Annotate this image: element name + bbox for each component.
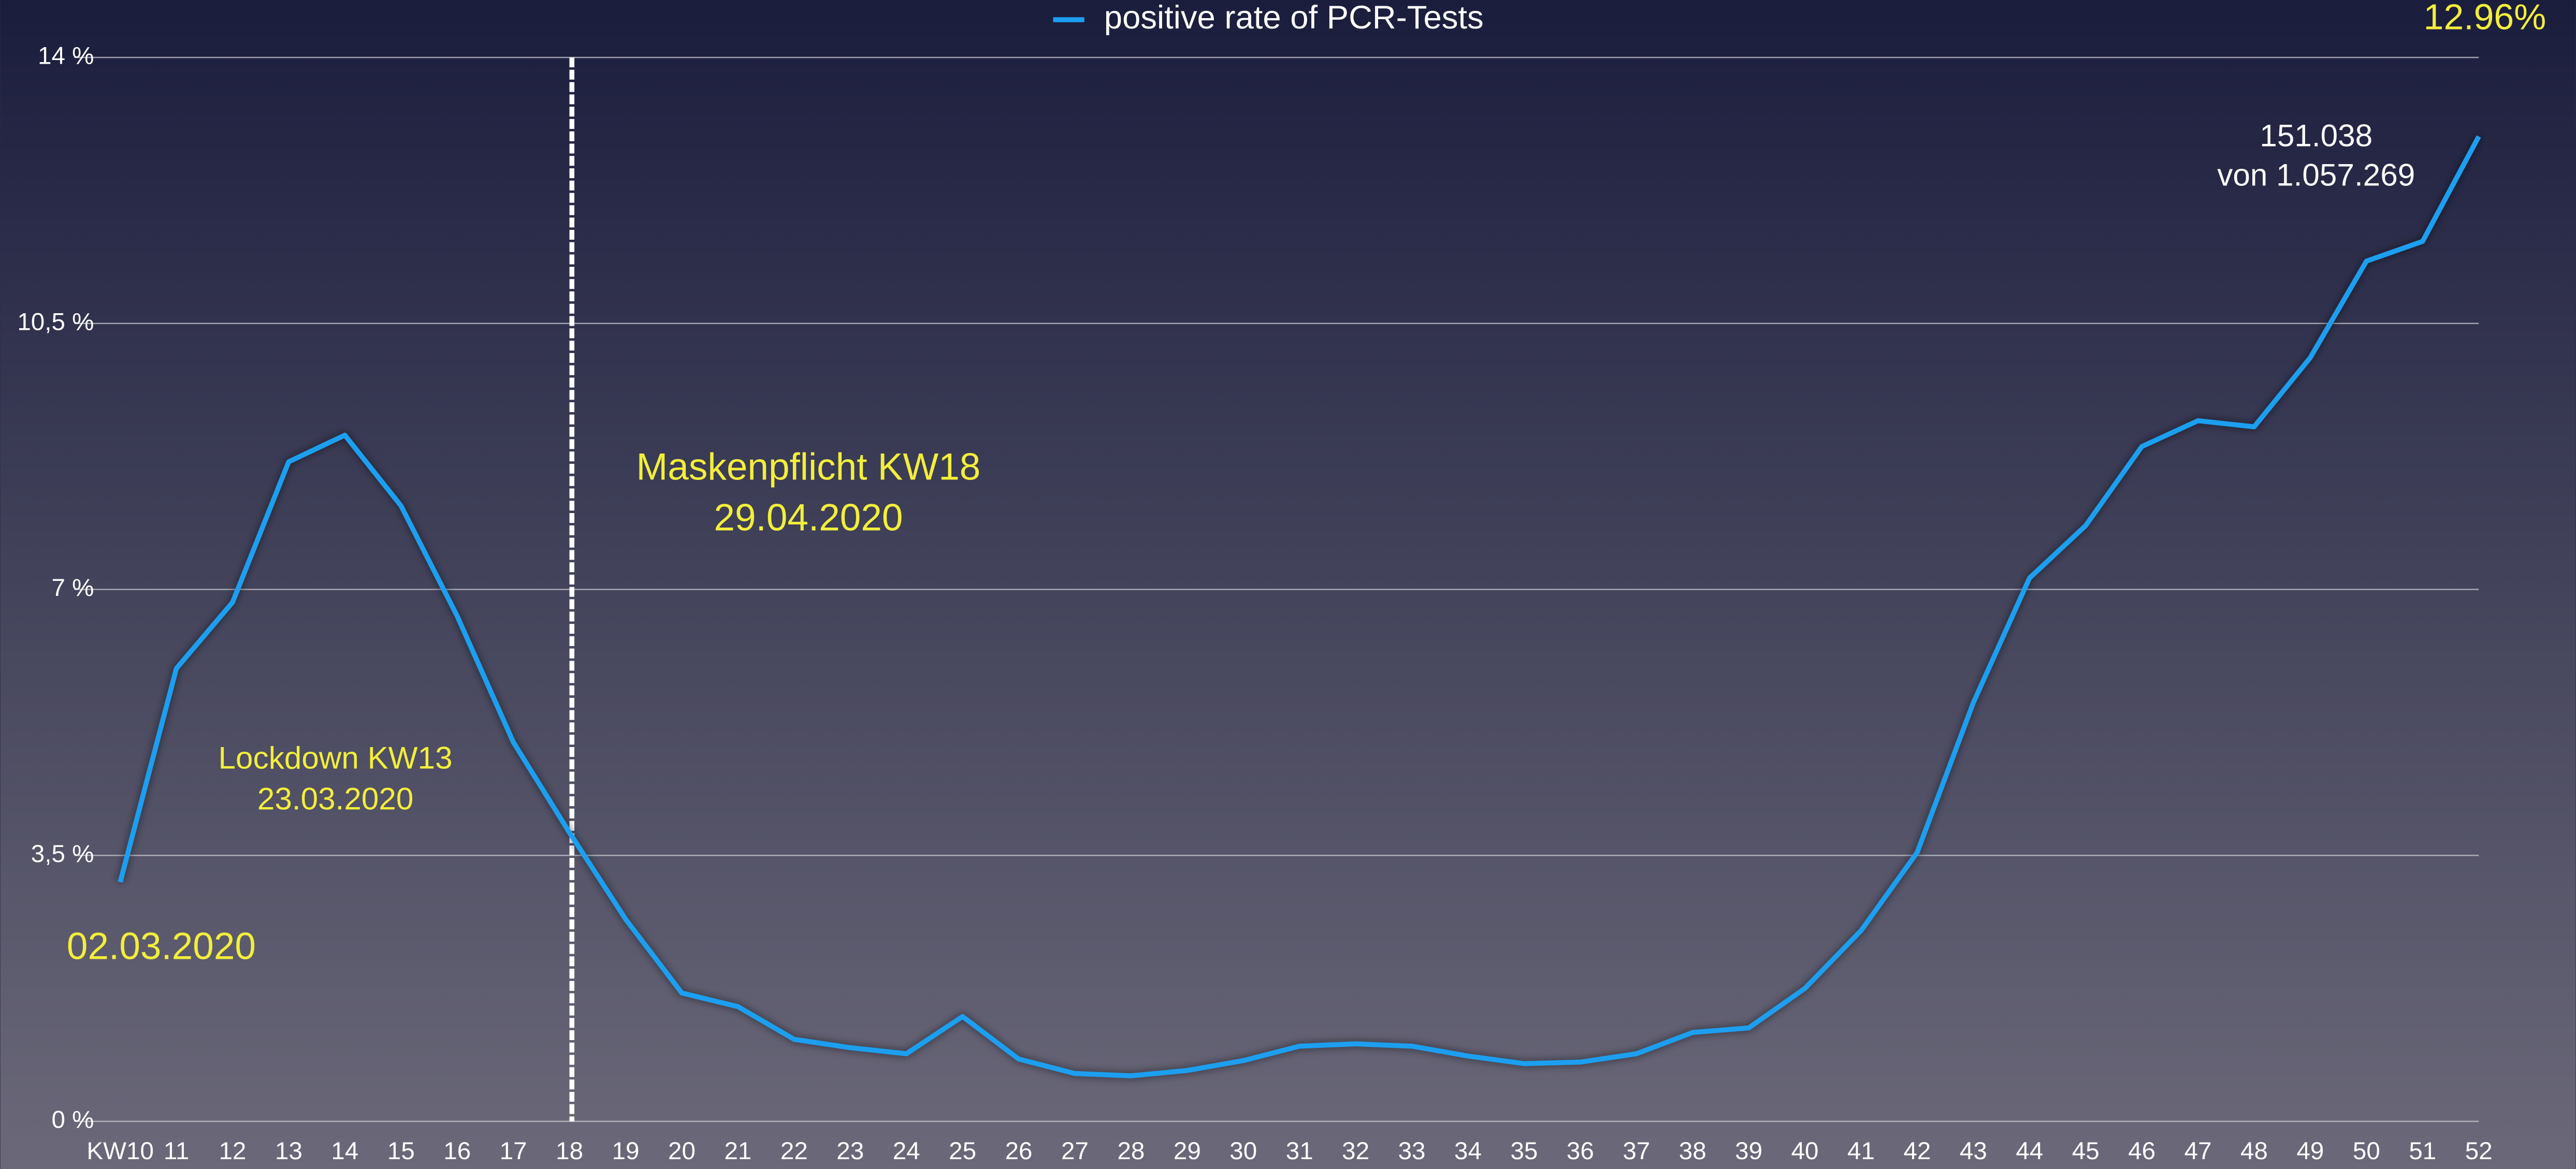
x-tick-label: 42 bbox=[1903, 1137, 1931, 1165]
x-tick-label: 46 bbox=[2128, 1137, 2155, 1165]
x-tick-label: 12 bbox=[219, 1137, 247, 1165]
x-tick-label: 18 bbox=[556, 1137, 583, 1165]
y-tick-label: 10,5 % bbox=[17, 308, 94, 335]
lockdown-annotation: Lockdown KW13 bbox=[219, 740, 453, 775]
x-tick-label: 35 bbox=[1510, 1137, 1538, 1165]
x-tick-label: 19 bbox=[612, 1137, 640, 1165]
x-tick-label: 47 bbox=[2184, 1137, 2212, 1165]
last-value-annotation: 12.96% bbox=[2424, 0, 2546, 37]
y-tick-label: 3,5 % bbox=[31, 840, 94, 868]
x-tick-label: 41 bbox=[1847, 1137, 1875, 1165]
x-tick-label: 33 bbox=[1398, 1137, 1426, 1165]
x-tick-label: KW10 bbox=[86, 1137, 154, 1165]
legend-label: positive rate of PCR-Tests bbox=[1104, 0, 1484, 36]
x-tick-label: 16 bbox=[443, 1137, 471, 1165]
x-tick-label: 13 bbox=[275, 1137, 302, 1165]
start-date-annotation: 02.03.2020 bbox=[67, 925, 256, 967]
x-tick-label: 24 bbox=[893, 1137, 920, 1165]
x-tick-label: 31 bbox=[1286, 1137, 1313, 1165]
x-tick-label: 11 bbox=[164, 1137, 189, 1165]
y-tick-label: 14 % bbox=[38, 42, 94, 70]
y-tick-label: 7 % bbox=[51, 574, 94, 602]
x-tick-label: 43 bbox=[1960, 1137, 1987, 1165]
legend: positive rate of PCR-Tests bbox=[1053, 0, 1484, 36]
x-tick-label: 34 bbox=[1454, 1137, 1482, 1165]
grid bbox=[74, 56, 2479, 1122]
x-tick-label: 52 bbox=[2465, 1137, 2493, 1165]
data-line bbox=[118, 135, 2481, 1078]
x-tick-label: 21 bbox=[724, 1137, 751, 1165]
x-tick-label: 39 bbox=[1735, 1137, 1762, 1165]
mask-date-annotation: 29.04.2020 bbox=[714, 497, 903, 539]
x-tick-label: 29 bbox=[1174, 1137, 1201, 1165]
x-tick-label: 26 bbox=[1005, 1137, 1033, 1165]
x-tick-label: 36 bbox=[1567, 1137, 1594, 1165]
x-tick-label: 51 bbox=[2409, 1137, 2436, 1165]
x-tick-label: 32 bbox=[1342, 1137, 1369, 1165]
x-tick-label: 17 bbox=[500, 1137, 527, 1165]
x-tick-label: 20 bbox=[668, 1137, 696, 1165]
x-tick-label: 45 bbox=[2072, 1137, 2100, 1165]
x-tick-label: 38 bbox=[1679, 1137, 1706, 1165]
mask-annotation: Maskenpflicht KW18 bbox=[636, 446, 981, 488]
x-tick-label: 23 bbox=[836, 1137, 864, 1165]
x-tick-label: 14 bbox=[331, 1137, 358, 1165]
x-tick-label: 50 bbox=[2353, 1137, 2380, 1165]
y-tick-label: 0 % bbox=[51, 1106, 94, 1134]
x-tick-label: 28 bbox=[1117, 1137, 1145, 1165]
x-tick-label: 40 bbox=[1791, 1137, 1819, 1165]
lockdown-date-annotation: 23.03.2020 bbox=[257, 781, 414, 816]
x-tick-label: 49 bbox=[2296, 1137, 2324, 1165]
x-tick-label: 25 bbox=[949, 1137, 976, 1165]
x-tick-label: 22 bbox=[780, 1137, 808, 1165]
plot bbox=[118, 135, 2481, 1078]
x-tick-label: 27 bbox=[1061, 1137, 1089, 1165]
tests-positive-annotation: 151.038 bbox=[2260, 118, 2372, 153]
x-tick-label: 30 bbox=[1229, 1137, 1257, 1165]
tests-total-annotation: von 1.057.269 bbox=[2217, 157, 2415, 192]
x-tick-label: 15 bbox=[387, 1137, 415, 1165]
x-tick-label: 44 bbox=[2016, 1137, 2043, 1165]
x-tick-label: 37 bbox=[1623, 1137, 1650, 1165]
x-tick-label: 48 bbox=[2240, 1137, 2268, 1165]
